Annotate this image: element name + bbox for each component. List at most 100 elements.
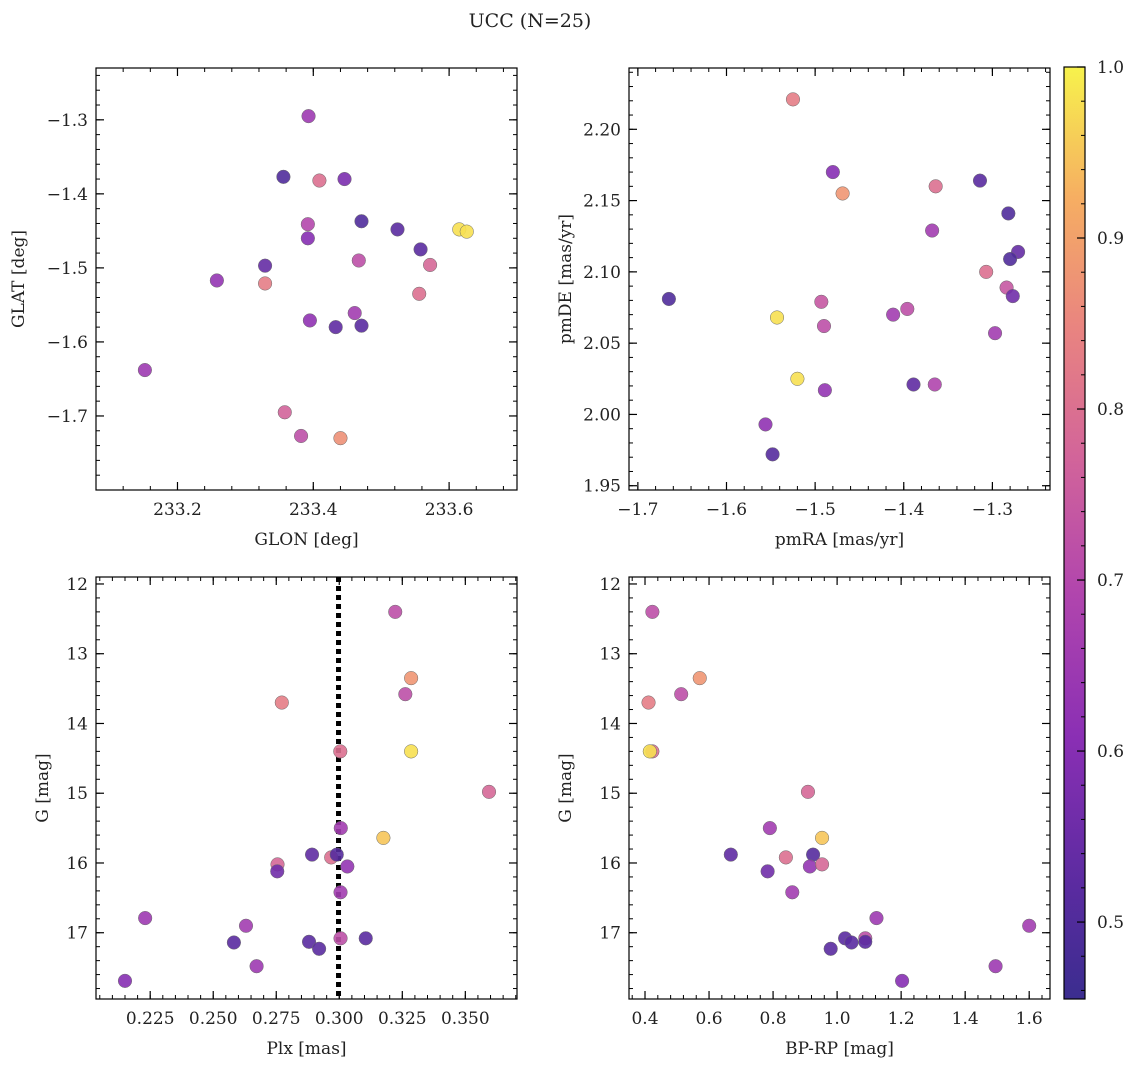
panel-3: 0.225 0.250 0.275 0.300 0.325 0.350 12 13 14 15 16… [33, 575, 518, 1059]
data-point [376, 830, 391, 845]
y-tick-label: 15 [66, 784, 88, 804]
data-point [762, 821, 777, 836]
axes-frame [628, 576, 1051, 1000]
data-point [988, 959, 1003, 974]
data-point [825, 165, 840, 180]
data-point [972, 173, 988, 188]
data-point [1001, 206, 1016, 221]
data-point [979, 264, 994, 279]
data-point [895, 973, 910, 988]
x-tick-label: 1.4 [952, 1009, 979, 1029]
data-point [333, 885, 348, 900]
colorbar-gradient [1063, 66, 1086, 1000]
data-point [274, 695, 289, 710]
data-point [645, 604, 660, 619]
data-point [760, 864, 775, 879]
x-tick-label: 233.4 [289, 500, 338, 520]
y-tick-label: 1.95 [583, 477, 621, 497]
data-point [1003, 251, 1018, 267]
y-tick-label: −1.6 [47, 333, 88, 353]
data-point [300, 231, 315, 246]
data-point [869, 911, 884, 926]
data-point [642, 744, 657, 759]
data-point [347, 306, 362, 321]
x-tick-label: 233.2 [153, 500, 202, 520]
data-point [404, 744, 419, 759]
data-point [723, 847, 738, 862]
panel-1: 233.2 233.4 233.6 −1.3 −1.4 −1.5 −1.6 −1.7 GLON … [9, 67, 518, 550]
x-axis-label: Plx [mas] [266, 1039, 346, 1059]
data-point [906, 377, 921, 392]
x-tick-label: 0.225 [126, 1009, 175, 1029]
data-point [300, 217, 315, 232]
y-tick-label: 15 [599, 784, 621, 804]
data-point [692, 671, 707, 686]
data-point [459, 224, 474, 239]
data-point [928, 179, 943, 194]
data-point [258, 258, 273, 273]
data-point [333, 821, 348, 836]
data-point [312, 173, 327, 188]
data-point [351, 253, 366, 268]
data-point [800, 784, 816, 799]
data-point [785, 885, 800, 900]
data-point [769, 310, 785, 325]
data-point [390, 222, 405, 237]
x-axis-label: BP-RP [mag] [785, 1039, 894, 1059]
y-tick-label: 2.10 [583, 263, 621, 283]
colorbar-tick-label: 0.9 [1097, 229, 1124, 249]
y-axis-label: G [mag] [33, 753, 53, 822]
figure-title: UCC (N=25) [469, 10, 592, 32]
data-point [1005, 289, 1020, 304]
data-point [785, 92, 801, 107]
data-point [277, 405, 292, 420]
y-axis-label: pmDE [mas/yr] [556, 214, 576, 344]
y-tick-label: −1.3 [47, 111, 88, 131]
data-point [249, 959, 264, 974]
data-point [925, 223, 940, 238]
x-tick-label: 0.275 [252, 1009, 301, 1029]
data-point [641, 695, 656, 710]
x-tick-label: 0.250 [189, 1009, 238, 1029]
x-tick-label: −1.7 [617, 500, 658, 520]
x-tick-label: −1.3 [972, 500, 1013, 520]
data-point [814, 294, 829, 309]
data-point [304, 847, 320, 862]
data-point [886, 307, 901, 322]
x-tick-label: −1.5 [794, 500, 835, 520]
data-point [209, 273, 224, 288]
data-point [117, 973, 133, 988]
x-tick-label: 0.8 [760, 1009, 787, 1029]
data-point [815, 857, 830, 872]
y-tick-label: 2.15 [583, 192, 621, 212]
colorbar-tick-label: 1.0 [1097, 58, 1124, 78]
x-tick-label: 1.0 [824, 1009, 851, 1029]
x-axis-label: pmRA [mas/yr] [775, 530, 904, 550]
data-point [778, 850, 793, 865]
x-tick-label: −1.6 [706, 500, 747, 520]
data-point [340, 859, 355, 874]
colorbar: 0.5 0.6 0.7 0.8 0.9 1.0 [1063, 58, 1124, 1000]
data-point [758, 417, 773, 432]
data-point [815, 830, 830, 845]
colorbar-tick-label: 0.6 [1097, 742, 1124, 762]
data-point [302, 313, 317, 328]
y-tick-label: 17 [66, 924, 88, 944]
data-point [238, 918, 254, 933]
y-tick-label: 14 [599, 714, 621, 734]
x-tick-label: 0.300 [315, 1009, 364, 1029]
data-point [481, 784, 497, 799]
x-tick-label: −1.4 [883, 500, 924, 520]
data-point [294, 428, 309, 444]
data-point [987, 326, 1003, 341]
axes-frame [95, 67, 518, 491]
y-tick-label: 14 [66, 714, 88, 734]
data-point [412, 286, 427, 301]
panel-2: −1.7 −1.6 −1.5 −1.4 −1.3 1.95 2.00 2.05 2.10 2.15… [556, 67, 1051, 550]
data-point [1022, 918, 1037, 933]
colorbar-tick-label: 0.7 [1097, 571, 1124, 591]
y-tick-label: 2.00 [583, 405, 621, 425]
data-point [413, 242, 428, 257]
data-point [900, 301, 915, 316]
